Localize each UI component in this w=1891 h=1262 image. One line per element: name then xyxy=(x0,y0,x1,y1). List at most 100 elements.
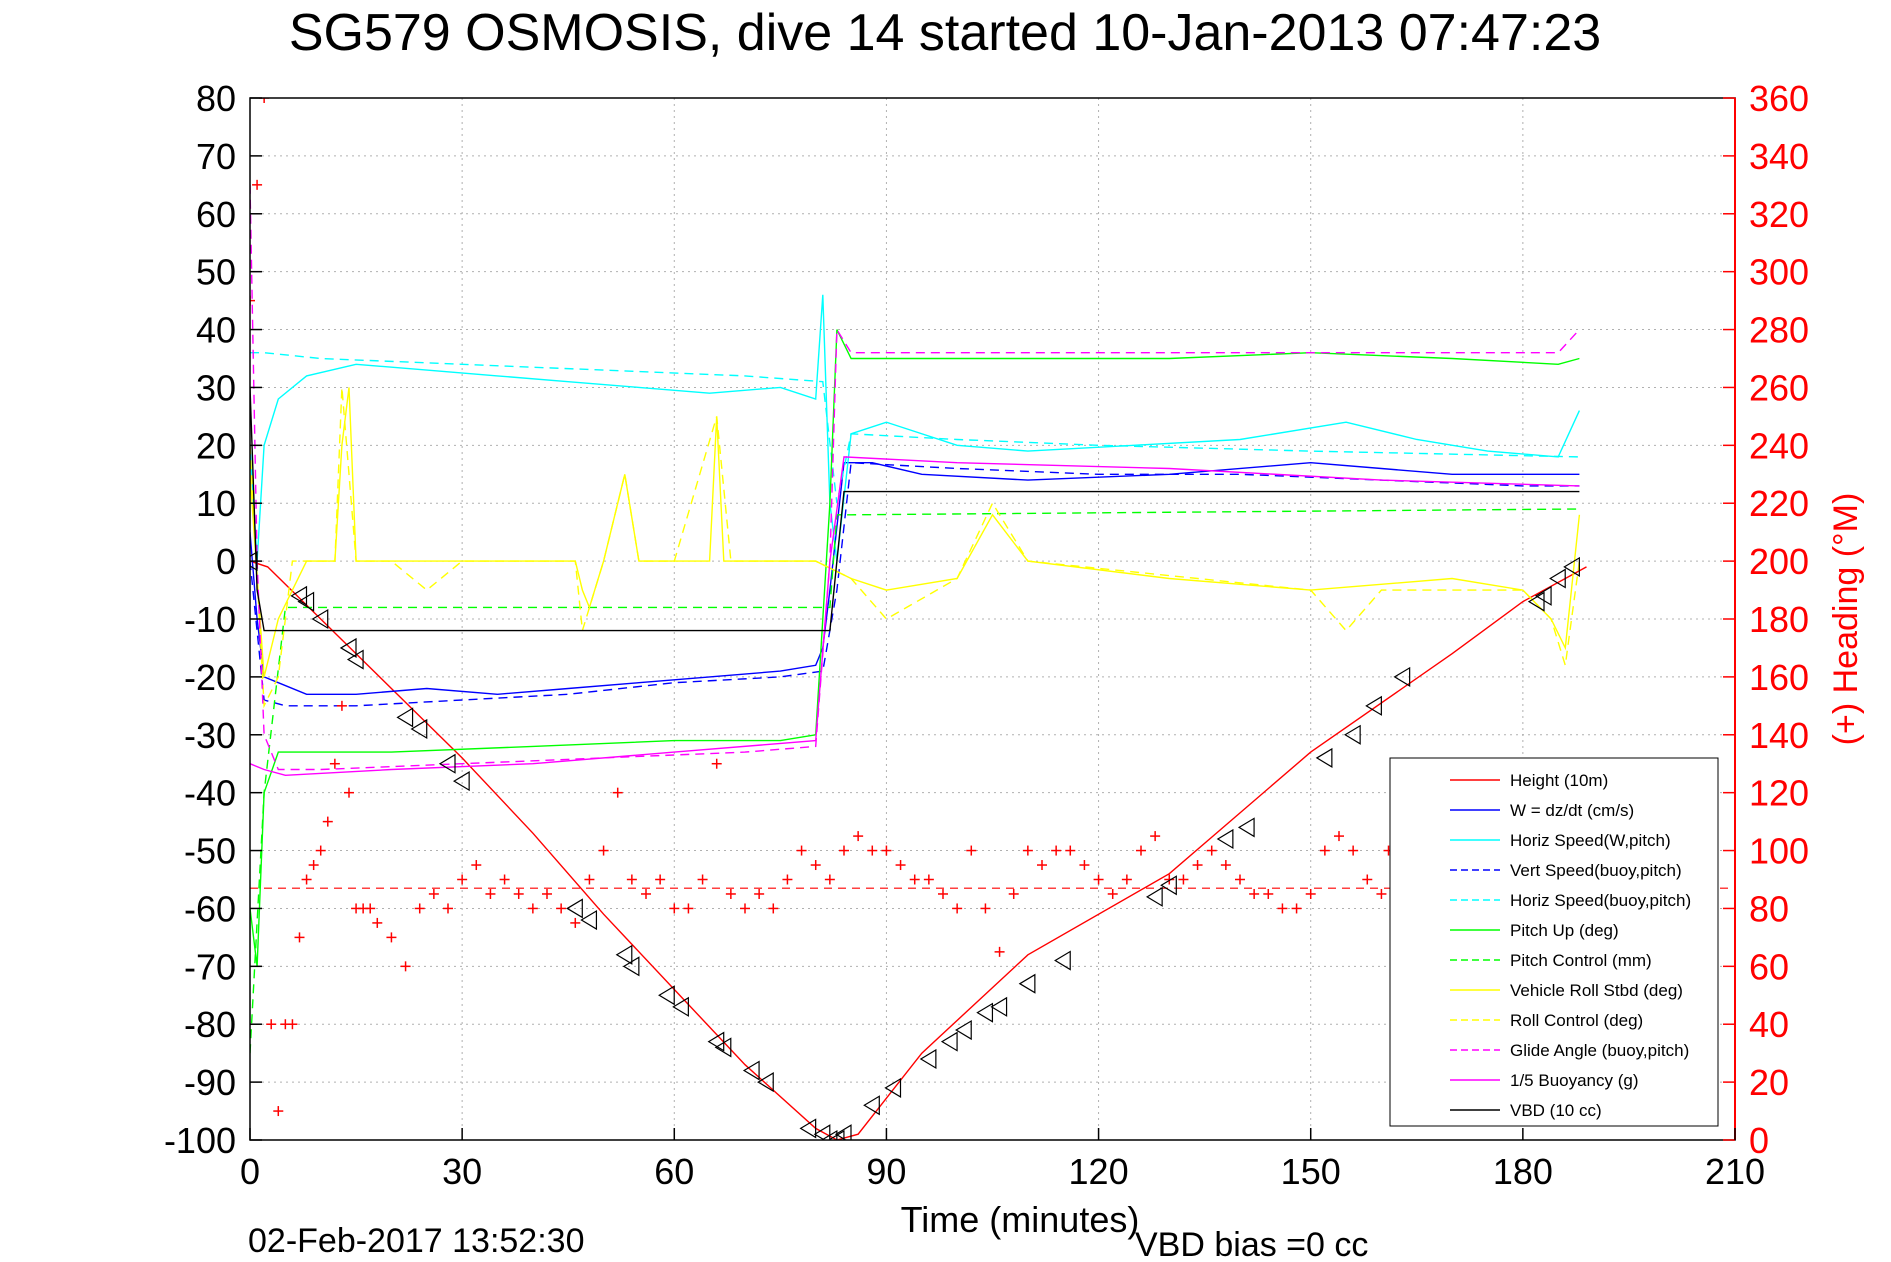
heading-point xyxy=(740,903,750,914)
heading-point xyxy=(1305,888,1316,899)
right-axis-label: (+) Heading (°M) xyxy=(1827,493,1865,746)
y2-tick-label: 120 xyxy=(1749,773,1809,814)
heading-point xyxy=(754,888,765,899)
y2-tick-label: 20 xyxy=(1749,1062,1789,1103)
heading-point xyxy=(485,888,496,899)
plot-area xyxy=(250,98,1735,1140)
heading-point xyxy=(308,860,319,871)
heading-point xyxy=(372,917,383,928)
heading-point xyxy=(839,845,849,856)
height-marker xyxy=(1365,695,1382,716)
height-marker xyxy=(1018,973,1036,994)
x-tick-label: 120 xyxy=(1069,1151,1129,1192)
heading-point xyxy=(725,888,736,899)
heading-point xyxy=(810,860,821,871)
heading-point xyxy=(1206,845,1217,856)
heading-point xyxy=(980,903,991,914)
height-marker xyxy=(566,898,583,919)
y-tick-label: 20 xyxy=(196,425,236,466)
heading-point xyxy=(641,888,651,899)
height-marker xyxy=(955,1019,972,1041)
y-tick-label: -20 xyxy=(184,657,236,698)
height-marker xyxy=(311,608,329,630)
heading-point xyxy=(612,787,623,798)
heading-point xyxy=(386,932,397,943)
heading-point xyxy=(1150,831,1161,842)
heading-point xyxy=(952,903,963,914)
chart-title: SG579 OSMOSIS, dive 14 started 10-Jan-20… xyxy=(289,4,1601,62)
height-marker xyxy=(1216,828,1234,850)
height-marker xyxy=(622,956,640,977)
y2-tick-label: 260 xyxy=(1749,367,1809,408)
heading-point xyxy=(1192,860,1203,871)
heading-point xyxy=(527,903,538,914)
y-tick-label: -40 xyxy=(184,773,236,814)
heading-point xyxy=(923,874,934,885)
height-marker xyxy=(820,1129,838,1140)
heading-point xyxy=(266,1019,277,1030)
legend-label: Height (10m) xyxy=(1510,771,1608,790)
heading-point xyxy=(1037,860,1047,871)
x-tick-label: 60 xyxy=(654,1151,694,1192)
heading-point xyxy=(938,888,948,899)
heading-point xyxy=(669,903,680,914)
heading-point xyxy=(1334,831,1344,842)
height-marker xyxy=(742,1060,760,1081)
heading-point xyxy=(336,700,347,711)
series-line-vehicle-roll-stbd-deg xyxy=(250,387,1581,678)
height-marker xyxy=(339,637,357,659)
heading-point xyxy=(626,874,637,885)
x-tick-label: 150 xyxy=(1281,1151,1341,1192)
height-marker xyxy=(1534,585,1552,606)
y-tick-label: 60 xyxy=(196,194,236,235)
heading-point xyxy=(273,1106,284,1117)
heading-point xyxy=(881,845,892,856)
height-marker xyxy=(1393,666,1411,687)
heading-point xyxy=(1220,860,1231,871)
height-marker xyxy=(1054,950,1071,971)
y2-tick-label: 60 xyxy=(1749,946,1789,987)
heading-point xyxy=(1277,903,1288,914)
heading-point xyxy=(768,903,779,914)
series-line-horiz-speed-w-pitch xyxy=(250,294,1581,562)
y2-tick-label: 140 xyxy=(1749,715,1809,756)
legend-label: 1/5 Buoyancy (g) xyxy=(1510,1071,1639,1090)
height-marker xyxy=(884,1077,902,1098)
heading-point xyxy=(853,831,864,842)
left-axis-ticks: 80 70 60 50 40 30 20 10 0 -10 -20 -30 -40 -50 -60 -70 -8… xyxy=(164,78,262,1161)
heading-point xyxy=(1376,888,1387,899)
height-marker xyxy=(1315,747,1333,768)
heading-point xyxy=(570,917,581,928)
y2-tick-label: 80 xyxy=(1749,888,1789,929)
height-marker xyxy=(1145,886,1163,907)
height-marker xyxy=(919,1048,937,1070)
y2-tick-label: 340 xyxy=(1749,136,1809,177)
legend-label: Vehicle Roll Stbd (deg) xyxy=(1510,981,1683,1000)
legend-label: W = dz/dt (cm/s) xyxy=(1510,801,1634,820)
height-marker xyxy=(297,591,315,612)
heading-point xyxy=(895,860,906,871)
heading-point xyxy=(994,946,1005,957)
series-line-pitch-control-mm xyxy=(250,508,1580,1054)
heading-point xyxy=(1235,874,1245,885)
legend-box xyxy=(1389,757,1719,1127)
legend-label: VBD (10 cc) xyxy=(1510,1101,1602,1120)
series-line-1-5-buoyancy-g xyxy=(250,456,1580,777)
heading-point xyxy=(443,903,453,914)
legend-label: Vert Speed(buoy,pitch) xyxy=(1510,861,1682,880)
x-tick-label: 180 xyxy=(1493,1151,1553,1192)
legend-label: Horiz Speed(buoy,pitch) xyxy=(1510,891,1691,910)
heading-point xyxy=(697,874,708,885)
heading-point xyxy=(1079,860,1090,871)
x-tick-label: 0 xyxy=(240,1151,260,1192)
height-marker xyxy=(1160,875,1177,896)
height-marker xyxy=(799,1118,817,1139)
heading-point xyxy=(711,758,722,769)
height-marker xyxy=(1343,724,1361,745)
heading-point xyxy=(584,874,595,885)
y2-tick-label: 360 xyxy=(1749,78,1809,119)
y2-tick-label: 100 xyxy=(1749,831,1809,872)
y2-tick-label: 160 xyxy=(1749,657,1809,698)
y2-tick-label: 0 xyxy=(1749,1120,1769,1161)
